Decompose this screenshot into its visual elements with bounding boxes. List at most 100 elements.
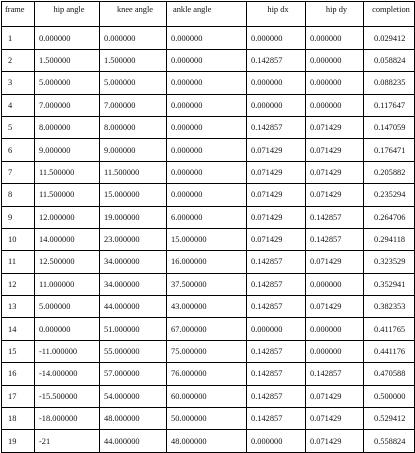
hip-angle-cell: 12.000000 [34,205,100,229]
frame-cell: 12 [1,272,35,297]
hip-dy-cell: 0.071429 [305,160,364,185]
knee-angle-cell: 48.000000 [99,407,167,431]
column-header-knee-angle: knee angle [99,0,167,28]
hip-dy-cell: 0.142857 [305,227,364,252]
completion-cell: 0.029412 [363,26,415,50]
hip-dy-cell: 0.071429 [305,295,364,319]
table-row: 3 5.000000 5.000000 0.000000 0.000000 0.00000… [1,71,415,95]
ankle-angle-cell: 0.000000 [166,115,247,140]
table-row: 7 11.500000 11.500000 0.000000 0.071429 0.071… [1,160,415,185]
column-header-hip-dy: hip dy [305,0,364,28]
table-row: 9 12.000000 19.000000 6.000000 0.071429 0.142… [1,205,415,229]
hip-dx-cell: 0.000000 [246,71,306,95]
completion-cell: 0.235294 [363,183,415,207]
table-row: 12 11.000000 34.000000 37.500000 0.142857 0.0… [1,272,415,297]
ankle-angle-cell: 16.000000 [166,250,247,274]
table-row: 2 1.500000 1.500000 0.000000 0.142857 0.00000… [1,48,415,73]
hip-dx-cell: 0.071429 [246,160,306,185]
hip-angle-cell: 12.500000 [34,250,100,274]
hip-dy-cell: 0.071429 [305,384,364,409]
hip-dx-cell: 0.142857 [246,272,306,297]
table-row: 17 -15.500000 54.000000 60.000000 0.142857 0.… [1,384,415,409]
hip-angle-cell: 14.000000 [34,227,100,252]
ankle-angle-cell: 6.000000 [166,205,247,229]
frame-cell: 7 [1,160,35,185]
knee-angle-cell: 55.000000 [99,339,167,364]
frame-cell: 2 [1,48,35,73]
knee-angle-cell: 5.000000 [99,71,167,95]
frame-cell: 11 [1,250,35,274]
ankle-angle-cell: 76.000000 [166,362,247,386]
hip-dy-cell: 0.071429 [305,429,364,453]
knee-angle-cell: 19.000000 [99,205,167,229]
hip-dx-cell: 0.142857 [246,250,306,274]
column-header-completion: completion [363,0,415,28]
hip-dx-cell: 0.000000 [246,93,306,117]
hip-dy-cell: 0.000000 [305,272,364,297]
completion-cell: 0.205882 [363,160,415,185]
ankle-angle-cell: 43.000000 [166,295,247,319]
completion-cell: 0.352941 [363,272,415,297]
ankle-angle-cell: 50.000000 [166,407,247,431]
completion-cell: 0.147059 [363,115,415,140]
hip-dy-cell: 0.071429 [305,407,364,431]
hip-angle-cell: 0.000000 [34,26,100,50]
hip-dx-cell: 0.142857 [246,384,306,409]
hip-dx-cell: 0.071429 [246,227,306,252]
completion-cell: 0.176471 [363,138,415,162]
frame-cell: 14 [1,317,35,341]
hip-dx-cell: 0.000000 [246,317,306,341]
ankle-angle-cell: 0.000000 [166,160,247,185]
ankle-angle-cell: 0.000000 [166,48,247,73]
completion-cell: 0.088235 [363,71,415,95]
hip-angle-cell: -15.500000 [34,384,100,409]
table-row: 10 14.000000 23.000000 15.000000 0.071429 0.1… [1,227,415,252]
knee-angle-cell: 15.000000 [99,183,167,207]
ankle-angle-cell: 0.000000 [166,26,247,50]
table-row: 16 -14.000000 57.000000 76.000000 0.142857 0.… [1,362,415,386]
frame-cell: 5 [1,115,35,140]
knee-angle-cell: 1.500000 [99,48,167,73]
knee-angle-cell: 34.000000 [99,272,167,297]
knee-angle-cell: 0.000000 [99,26,167,50]
hip-angle-cell: -21 [34,429,100,453]
hip-angle-cell: 8.000000 [34,115,100,140]
completion-cell: 0.441176 [363,339,415,364]
hip-dy-cell: 0.000000 [305,71,364,95]
table-row: 19 -21 44.000000 48.000000 0.000000 0.071429 0… [1,429,415,453]
hip-angle-cell: 1.500000 [34,48,100,73]
hip-dx-cell: 0.142857 [246,339,306,364]
ankle-angle-cell: 48.000000 [166,429,247,453]
hip-dy-cell: 0.000000 [305,48,364,73]
knee-angle-cell: 54.000000 [99,384,167,409]
hip-angle-cell: 9.000000 [34,138,100,162]
hip-dx-cell: 0.071429 [246,205,306,229]
hip-dx-cell: 0.000000 [246,429,306,453]
completion-cell: 0.529412 [363,407,415,431]
completion-cell: 0.382353 [363,295,415,319]
hip-dy-cell: 0.071429 [305,250,364,274]
table-row: 8 11.500000 15.000000 0.000000 0.071429 0.071… [1,183,415,207]
hip-angle-cell: 11.500000 [34,160,100,185]
hip-dy-cell: 0.071429 [305,183,364,207]
hip-dy-cell: 0.000000 [305,317,364,341]
frame-cell: 17 [1,384,35,409]
knee-angle-cell: 57.000000 [99,362,167,386]
hip-angle-cell: 0.000000 [34,317,100,341]
ankle-angle-cell: 15.000000 [166,227,247,252]
completion-cell: 0.294118 [363,227,415,252]
knee-angle-cell: 34.000000 [99,250,167,274]
hip-angle-cell: -18.000000 [34,407,100,431]
frame-cell: 10 [1,227,35,252]
hip-dx-cell: 0.142857 [246,115,306,140]
hip-angle-cell: 5.000000 [34,295,100,319]
completion-cell: 0.411765 [363,317,415,341]
hip-angle-cell: -11.000000 [34,339,100,364]
column-header-frame: frame [1,0,35,28]
completion-cell: 0.058824 [363,48,415,73]
knee-angle-cell: 9.000000 [99,138,167,162]
table-row: 14 0.000000 51.000000 67.000000 0.000000 0.00… [1,317,415,341]
knee-angle-cell: 51.000000 [99,317,167,341]
ankle-angle-cell: 37.500000 [166,272,247,297]
